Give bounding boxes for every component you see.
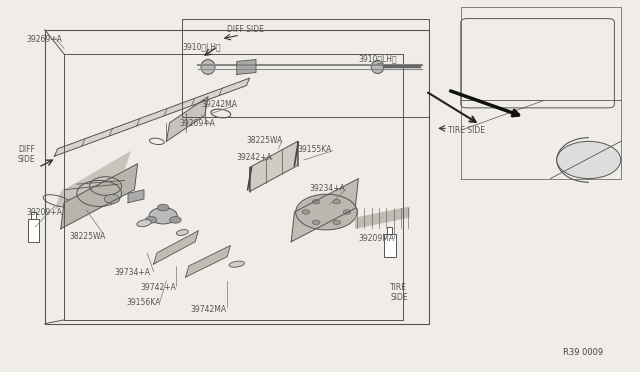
Text: 3910〈LH〉: 3910〈LH〉: [358, 54, 397, 63]
Polygon shape: [291, 179, 358, 242]
Polygon shape: [355, 206, 410, 229]
Circle shape: [333, 199, 340, 204]
Text: DIFF
SIDE: DIFF SIDE: [18, 145, 36, 164]
Bar: [384, 234, 396, 257]
Text: 39155KA: 39155KA: [298, 145, 332, 154]
Circle shape: [145, 217, 157, 223]
Circle shape: [333, 220, 340, 225]
Bar: [31, 212, 36, 219]
Text: 38225WA: 38225WA: [69, 232, 106, 241]
Polygon shape: [128, 190, 144, 203]
Ellipse shape: [137, 220, 151, 227]
Text: 39234+A: 39234+A: [310, 185, 346, 193]
Text: 39156KA: 39156KA: [127, 298, 161, 307]
Text: 39742+A: 39742+A: [141, 283, 177, 292]
Text: 39209MA: 39209MA: [358, 234, 394, 243]
Circle shape: [312, 199, 320, 204]
Circle shape: [302, 210, 310, 214]
Polygon shape: [61, 164, 138, 229]
Circle shape: [296, 194, 357, 230]
Text: TIRE SIDE: TIRE SIDE: [448, 126, 485, 135]
Circle shape: [312, 220, 320, 225]
Circle shape: [157, 204, 169, 211]
Circle shape: [149, 208, 177, 224]
Polygon shape: [237, 60, 256, 74]
Text: 39742MA: 39742MA: [191, 305, 227, 314]
Circle shape: [343, 210, 351, 214]
Text: 39269+A: 39269+A: [179, 119, 215, 128]
Ellipse shape: [229, 261, 244, 267]
Text: TIRE
SIDE: TIRE SIDE: [390, 283, 408, 302]
Text: R39 0009: R39 0009: [563, 348, 604, 357]
Polygon shape: [54, 78, 250, 156]
Polygon shape: [250, 141, 298, 192]
Polygon shape: [154, 231, 198, 264]
Text: 38225WA: 38225WA: [246, 136, 283, 145]
Bar: [28, 219, 39, 242]
Ellipse shape: [371, 61, 384, 74]
Circle shape: [104, 195, 120, 203]
Text: 39269+A: 39269+A: [27, 35, 63, 44]
Text: 39242MA: 39242MA: [202, 100, 237, 109]
Polygon shape: [54, 151, 131, 210]
Ellipse shape: [201, 60, 215, 74]
Polygon shape: [186, 246, 230, 277]
Circle shape: [557, 141, 621, 179]
Text: 3910〈LH〉: 3910〈LH〉: [182, 42, 221, 51]
Circle shape: [170, 217, 181, 223]
Bar: [387, 227, 392, 234]
Text: 39242+A: 39242+A: [237, 153, 273, 162]
Ellipse shape: [177, 230, 188, 235]
Polygon shape: [166, 97, 208, 141]
Text: DIFF SIDE: DIFF SIDE: [227, 25, 264, 33]
Text: 39734+A: 39734+A: [114, 268, 150, 277]
Text: 39209+A: 39209+A: [27, 208, 63, 217]
